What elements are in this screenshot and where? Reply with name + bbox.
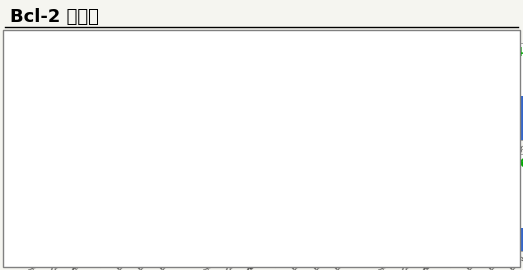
Bar bbox=[483, 193, 491, 251]
Bar bbox=[265, 67, 272, 140]
Bar bbox=[104, 56, 111, 140]
Bar bbox=[125, 177, 133, 251]
Bar bbox=[418, 56, 426, 140]
Bar bbox=[411, 59, 418, 140]
Bar bbox=[433, 173, 440, 251]
Text: ABT-263: ABT-263 bbox=[481, 157, 523, 170]
Text: TW-37: TW-37 bbox=[319, 46, 363, 59]
Bar bbox=[46, 59, 54, 140]
Legend: Non-SnC, SnC: Non-SnC, SnC bbox=[210, 121, 249, 137]
Bar bbox=[154, 193, 162, 251]
Bar bbox=[344, 225, 351, 251]
Bar bbox=[279, 173, 286, 251]
Bar bbox=[257, 168, 265, 251]
Bar bbox=[351, 234, 359, 251]
Bar bbox=[82, 170, 89, 251]
Bar bbox=[168, 103, 176, 140]
Bar bbox=[454, 174, 461, 251]
Legend: Non-SnC, SnC: Non-SnC, SnC bbox=[385, 121, 424, 137]
Bar bbox=[389, 59, 396, 140]
Bar bbox=[389, 170, 396, 251]
Bar bbox=[89, 173, 97, 251]
Text: HA14-1: HA14-1 bbox=[487, 46, 523, 59]
Bar bbox=[461, 175, 469, 251]
Bar bbox=[257, 53, 265, 140]
Bar bbox=[265, 177, 272, 251]
Bar bbox=[483, 64, 491, 140]
Bar bbox=[176, 237, 184, 251]
Bar bbox=[286, 68, 294, 140]
Bar bbox=[68, 58, 75, 140]
Bar bbox=[329, 63, 337, 140]
Bar bbox=[475, 63, 483, 140]
Bar bbox=[168, 225, 176, 251]
Bar bbox=[221, 59, 229, 140]
Bar bbox=[505, 65, 513, 140]
Bar bbox=[440, 181, 448, 251]
Legend: Non-SnC, SnC: Non-SnC, SnC bbox=[35, 232, 74, 248]
Bar bbox=[418, 167, 426, 251]
Bar bbox=[351, 96, 359, 140]
Bar bbox=[235, 170, 243, 251]
Bar bbox=[214, 59, 221, 140]
Bar bbox=[147, 177, 154, 251]
Bar bbox=[279, 58, 286, 140]
Bar bbox=[454, 61, 461, 140]
Bar bbox=[497, 69, 505, 140]
Bar bbox=[243, 167, 251, 251]
Bar bbox=[46, 170, 54, 251]
Bar bbox=[60, 172, 68, 251]
Bar bbox=[104, 173, 111, 251]
Bar bbox=[154, 73, 162, 140]
Bar bbox=[440, 67, 448, 140]
Legend: Non-SnC, SnC: Non-SnC, SnC bbox=[210, 232, 249, 248]
Bar bbox=[396, 59, 404, 140]
Bar bbox=[68, 167, 75, 251]
Bar bbox=[286, 203, 294, 251]
Bar bbox=[89, 59, 97, 140]
Bar bbox=[411, 170, 418, 251]
Legend: Non-SnC, SnC: Non-SnC, SnC bbox=[35, 121, 74, 137]
Bar bbox=[39, 59, 46, 140]
Text: Bcl-2 억제제: Bcl-2 억제제 bbox=[10, 8, 99, 26]
Bar bbox=[133, 183, 140, 251]
Bar bbox=[235, 61, 243, 140]
Bar bbox=[176, 88, 184, 140]
Bar bbox=[308, 68, 315, 140]
Bar bbox=[505, 211, 513, 251]
Bar bbox=[519, 96, 523, 140]
Bar bbox=[221, 170, 229, 251]
Bar bbox=[497, 180, 505, 251]
Bar bbox=[519, 228, 523, 251]
Bar bbox=[461, 62, 469, 140]
Bar bbox=[396, 170, 404, 251]
Bar bbox=[322, 207, 329, 251]
Bar bbox=[308, 228, 315, 251]
Bar bbox=[82, 55, 89, 140]
Bar bbox=[344, 76, 351, 140]
Bar bbox=[243, 59, 251, 140]
Bar bbox=[133, 67, 140, 140]
Bar bbox=[111, 173, 119, 251]
Legend: Non-SnC, SnC: Non-SnC, SnC bbox=[385, 232, 424, 248]
Bar bbox=[39, 171, 46, 251]
Bar bbox=[475, 180, 483, 251]
Bar bbox=[60, 61, 68, 140]
Bar bbox=[329, 232, 337, 251]
Bar bbox=[111, 64, 119, 140]
Bar bbox=[214, 170, 221, 251]
Bar bbox=[300, 193, 308, 251]
Bar bbox=[433, 59, 440, 140]
Bar bbox=[300, 67, 308, 140]
Text: BH3I-1: BH3I-1 bbox=[141, 46, 188, 59]
Text: ABT-199: ABT-199 bbox=[131, 157, 188, 170]
Bar bbox=[322, 69, 329, 140]
Text: ABT-737: ABT-737 bbox=[306, 157, 363, 170]
Bar bbox=[147, 77, 154, 140]
Bar bbox=[125, 67, 133, 140]
